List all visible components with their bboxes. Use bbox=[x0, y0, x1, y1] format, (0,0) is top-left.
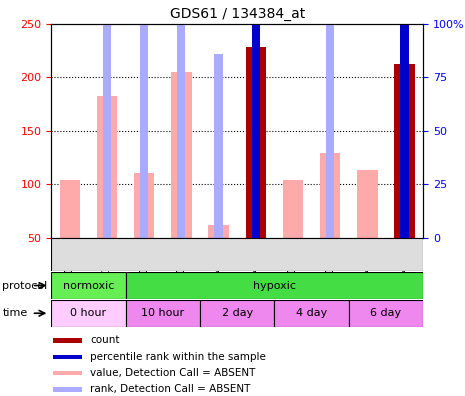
Text: 0 hour: 0 hour bbox=[70, 308, 106, 318]
Bar bbox=[246, 47, 266, 238]
Bar bbox=[252, 0, 260, 238]
Bar bbox=[103, 0, 111, 238]
Text: protocol: protocol bbox=[2, 280, 47, 291]
Bar bbox=[97, 97, 117, 238]
Text: count: count bbox=[90, 335, 120, 345]
Text: 4 day: 4 day bbox=[296, 308, 327, 318]
Bar bbox=[283, 180, 303, 238]
Bar bbox=[53, 371, 82, 375]
Bar bbox=[357, 170, 378, 238]
Bar bbox=[214, 54, 223, 238]
Bar bbox=[200, 300, 274, 327]
Bar bbox=[208, 225, 229, 238]
Bar bbox=[53, 338, 82, 343]
Bar bbox=[274, 300, 349, 327]
Bar bbox=[140, 15, 148, 238]
Bar bbox=[394, 65, 415, 238]
Bar bbox=[134, 173, 154, 238]
Text: 6 day: 6 day bbox=[371, 308, 401, 318]
Text: value, Detection Call = ABSENT: value, Detection Call = ABSENT bbox=[90, 368, 256, 378]
Text: percentile rank within the sample: percentile rank within the sample bbox=[90, 352, 266, 362]
Text: rank, Detection Call = ABSENT: rank, Detection Call = ABSENT bbox=[90, 385, 251, 394]
Bar bbox=[126, 300, 200, 327]
Bar bbox=[53, 354, 82, 359]
Text: time: time bbox=[2, 308, 27, 318]
Bar bbox=[171, 72, 192, 238]
Bar bbox=[400, 0, 409, 238]
Bar bbox=[349, 300, 423, 327]
Bar bbox=[177, 0, 186, 238]
Title: GDS61 / 134384_at: GDS61 / 134384_at bbox=[170, 8, 305, 21]
Bar bbox=[126, 272, 423, 299]
Text: 2 day: 2 day bbox=[221, 308, 253, 318]
Text: hypoxic: hypoxic bbox=[253, 280, 296, 291]
Bar bbox=[60, 180, 80, 238]
Text: normoxic: normoxic bbox=[63, 280, 114, 291]
Bar bbox=[51, 300, 126, 327]
Bar bbox=[53, 387, 82, 392]
Bar bbox=[320, 153, 340, 238]
Bar bbox=[51, 272, 126, 299]
Text: 10 hour: 10 hour bbox=[141, 308, 184, 318]
Bar bbox=[326, 0, 334, 238]
